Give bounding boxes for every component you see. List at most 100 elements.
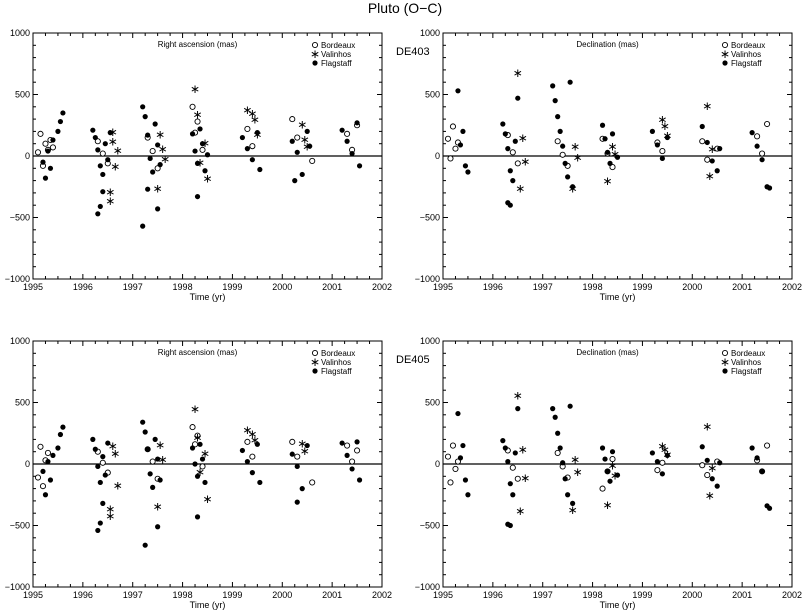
data-point-flagstaff bbox=[512, 138, 518, 144]
y-tick-label: 0 bbox=[25, 151, 30, 161]
data-point-flagstaff bbox=[157, 477, 163, 483]
data-point-valinhos: ∗ bbox=[247, 427, 257, 441]
data-point-flagstaff bbox=[150, 169, 156, 175]
figure-title: Pluto (O−C) bbox=[368, 0, 442, 16]
data-point-bordeaux bbox=[609, 456, 616, 463]
data-point-bordeaux bbox=[44, 449, 52, 456]
data-point-flagstaff bbox=[292, 178, 298, 184]
data-point-bordeaux bbox=[244, 438, 251, 445]
data-point-valinhos: ∗ bbox=[158, 453, 168, 467]
data-point-flagstaff bbox=[604, 149, 611, 155]
x-tick-label: 2002 bbox=[782, 590, 802, 600]
data-point-bordeaux bbox=[444, 453, 452, 460]
data-point-valinhos: ∗ bbox=[300, 444, 310, 458]
data-point-valinhos: ∗ bbox=[707, 142, 717, 156]
data-point-bordeaux bbox=[189, 424, 196, 431]
data-point-flagstaff bbox=[102, 472, 108, 478]
data-point-valinhos: ∗ bbox=[155, 127, 165, 141]
data-point-flagstaff bbox=[50, 137, 56, 143]
data-point-flagstaff bbox=[97, 203, 103, 210]
data-point-flagstaff bbox=[192, 148, 198, 154]
data-point-flagstaff bbox=[709, 158, 715, 164]
data-point-flagstaff bbox=[60, 424, 66, 430]
data-point-flagstaff bbox=[502, 131, 508, 137]
data-point-valinhos: ∗ bbox=[513, 389, 523, 403]
data-point-flagstaff bbox=[254, 130, 260, 136]
data-point-flagstaff bbox=[567, 79, 573, 85]
data-point-flagstaff bbox=[92, 446, 98, 452]
data-point-flagstaff bbox=[354, 439, 360, 445]
data-point-bordeaux bbox=[194, 118, 201, 125]
data-point-valinhos: ∗ bbox=[105, 185, 115, 199]
data-point-flagstaff bbox=[244, 458, 250, 465]
data-point-bordeaux bbox=[699, 462, 706, 469]
data-point-valinhos: ∗ bbox=[705, 169, 715, 183]
data-point-flagstaff bbox=[557, 128, 563, 134]
data-point-flagstaff bbox=[140, 223, 146, 229]
data-point-valinhos: ∗ bbox=[153, 499, 163, 513]
data-point-valinhos: ∗ bbox=[105, 509, 115, 523]
data-point-flagstaff bbox=[614, 472, 621, 478]
ephemeris-label: DE403 bbox=[396, 46, 430, 58]
data-point-flagstaff bbox=[192, 461, 198, 467]
data-point-flagstaff bbox=[550, 406, 556, 412]
x-tick-label: 1995 bbox=[23, 590, 43, 600]
data-point-flagstaff bbox=[90, 436, 96, 442]
x-tick-label: 2002 bbox=[782, 282, 802, 292]
data-point-bordeaux bbox=[39, 483, 47, 490]
data-point-flagstaff bbox=[289, 138, 295, 144]
data-point-valinhos: ∗ bbox=[518, 443, 528, 457]
data-point-bordeaux bbox=[759, 150, 766, 157]
data-point-flagstaff bbox=[55, 128, 61, 134]
data-point-bordeaux bbox=[194, 432, 201, 439]
data-point-flagstaff bbox=[512, 450, 518, 456]
panel-title: Right ascension (mas) bbox=[158, 40, 238, 49]
y-tick-label: −500 bbox=[420, 521, 440, 531]
x-tick-label: 2001 bbox=[732, 590, 752, 600]
data-point-flagstaff bbox=[654, 142, 660, 148]
data-point-flagstaff bbox=[40, 468, 46, 474]
data-point-valinhos: ∗ bbox=[607, 140, 617, 154]
x-axis-label: Time (yr) bbox=[190, 292, 226, 302]
x-tick-label: 1995 bbox=[23, 282, 43, 292]
legend-marker-filled-circle bbox=[722, 368, 728, 374]
data-point-flagstaff bbox=[145, 132, 151, 138]
data-point-bordeaux bbox=[509, 464, 516, 471]
data-point-bordeaux bbox=[609, 164, 616, 171]
data-point-flagstaff bbox=[239, 447, 245, 454]
legend-marker-open-circle bbox=[311, 349, 319, 357]
data-point-flagstaff bbox=[92, 134, 98, 141]
y-tick-label: 0 bbox=[435, 151, 440, 161]
y-tick-label: 1000 bbox=[10, 336, 30, 346]
data-point-flagstaff bbox=[500, 121, 506, 127]
x-tick-label: 1999 bbox=[632, 282, 652, 292]
data-point-flagstaff bbox=[562, 476, 568, 482]
data-point-flagstaff bbox=[507, 522, 513, 529]
data-point-valinhos: ∗ bbox=[202, 172, 212, 186]
data-point-bordeaux bbox=[199, 146, 206, 153]
data-point-bordeaux bbox=[289, 116, 296, 123]
data-point-valinhos: ∗ bbox=[705, 488, 715, 502]
data-point-valinhos: ∗ bbox=[602, 174, 612, 188]
chart-panel-1: 1995 1996 1997 1998 1999 2000 2001 2002 1000 500 0… bbox=[5, 28, 392, 302]
data-point-flagstaff bbox=[194, 160, 201, 166]
data-point-flagstaff bbox=[249, 157, 255, 163]
data-point-flagstaff bbox=[614, 154, 621, 160]
data-point-valinhos: ∗ bbox=[113, 143, 123, 157]
data-point-flagstaff bbox=[714, 483, 720, 489]
data-point-flagstaff bbox=[562, 160, 568, 166]
data-point-flagstaff bbox=[754, 143, 760, 149]
data-point-valinhos: ∗ bbox=[242, 103, 252, 117]
data-point-bordeaux bbox=[99, 150, 106, 157]
y-tick-label: 500 bbox=[15, 398, 30, 408]
data-point-bordeaux bbox=[444, 135, 452, 142]
data-point-bordeaux bbox=[49, 144, 56, 151]
data-point-flagstaff bbox=[189, 131, 196, 137]
data-point-bordeaux bbox=[514, 160, 521, 167]
data-point-flagstaff bbox=[40, 159, 46, 165]
x-tick-label: 2001 bbox=[322, 590, 342, 600]
data-point-flagstaff bbox=[570, 184, 576, 190]
data-point-valinhos: ∗ bbox=[570, 453, 580, 467]
x-tick-label: 2000 bbox=[272, 590, 292, 600]
legend-marker-filled-circle bbox=[312, 368, 318, 374]
